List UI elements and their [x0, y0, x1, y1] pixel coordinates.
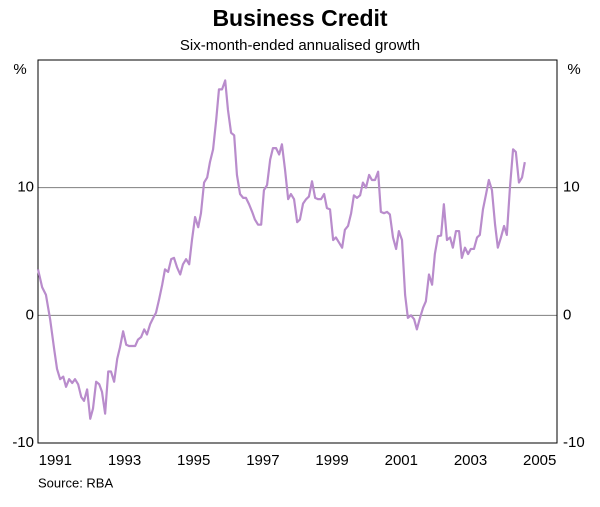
y-tick-label-right: 10 [563, 179, 580, 196]
x-tick-label: 1997 [246, 452, 279, 469]
x-tick-label: 1995 [177, 452, 210, 469]
x-tick-label: 1991 [39, 452, 72, 469]
x-tick-label: 2005 [523, 452, 556, 469]
x-tick-label: 2001 [385, 452, 418, 469]
x-tick-label: 1993 [108, 452, 141, 469]
plot-frame [37, 59, 558, 444]
y-unit-right: % [567, 61, 580, 78]
x-tick-label: 2003 [454, 452, 487, 469]
y-tick-label-right: -10 [563, 434, 585, 451]
chart-title: Business Credit [212, 5, 387, 31]
y-unit-left: % [13, 61, 26, 78]
y-tick-label-right: 0 [563, 306, 571, 323]
chart-subtitle: Six-month-ended annualised growth [180, 37, 420, 54]
y-tick-label: 10 [17, 179, 34, 196]
source-note: Source: RBA [38, 475, 113, 490]
y-tick-label: 0 [26, 306, 34, 323]
x-tick-label: 1999 [315, 452, 348, 469]
data-line [36, 79, 526, 420]
y-tick-label: -10 [12, 434, 34, 451]
